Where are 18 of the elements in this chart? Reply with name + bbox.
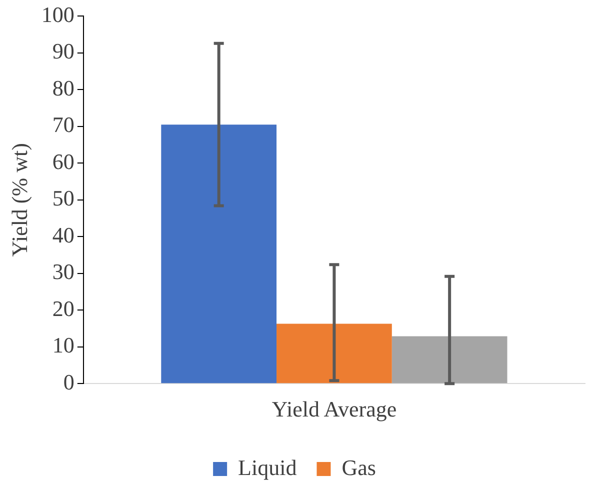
y-tick-label: 80 xyxy=(52,75,74,100)
bar xyxy=(276,324,392,384)
y-tick-label: 70 xyxy=(52,112,74,138)
x-tick-label: Yield Average xyxy=(272,396,397,422)
y-tick-label: 60 xyxy=(52,148,74,174)
y-tick-label: 90 xyxy=(52,38,74,64)
legend-label: Liquid xyxy=(238,454,297,480)
y-tick-label: 100 xyxy=(41,2,74,27)
y-tick-label: 20 xyxy=(52,296,74,321)
y-tick-label: 0 xyxy=(63,369,74,394)
y-tick-label: 30 xyxy=(52,259,74,284)
legend-label: Gas xyxy=(342,454,376,480)
y-axis-title: Yield (% wt) xyxy=(6,143,32,257)
y-tick-label: 40 xyxy=(52,222,74,248)
bar xyxy=(392,336,508,384)
y-tick-label: 50 xyxy=(52,186,74,211)
bar xyxy=(161,124,277,384)
y-tick-label: 10 xyxy=(52,332,74,358)
